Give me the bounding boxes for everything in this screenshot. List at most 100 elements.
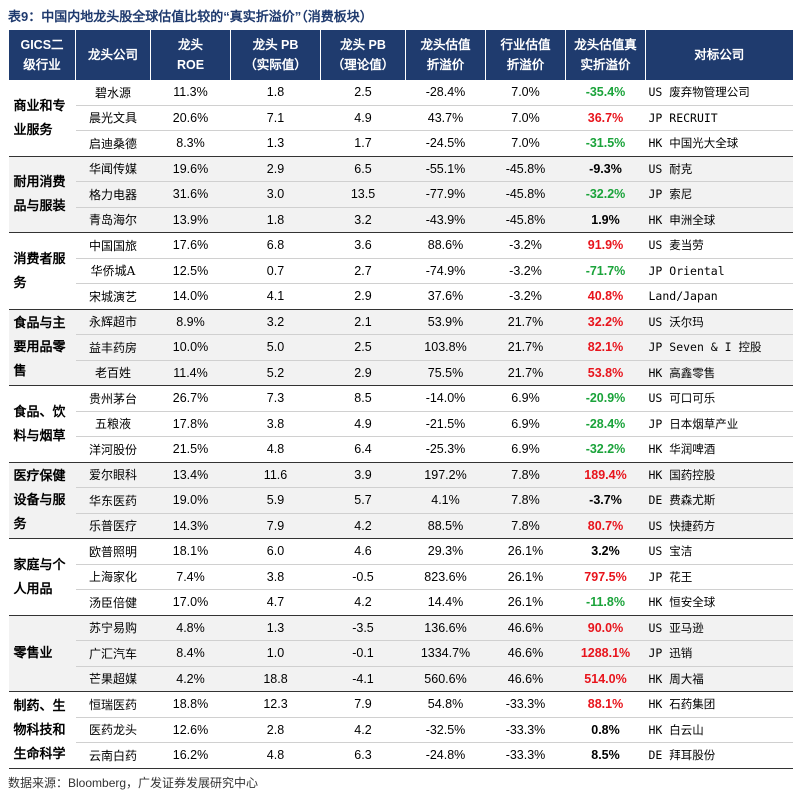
industry-premium-cell: -33.3% (485, 742, 566, 769)
pb-actual-cell: 1.8 (230, 80, 321, 106)
roe-cell: 18.1% (150, 538, 231, 565)
real-premium-cell: 189.4% (565, 462, 646, 488)
real-premium-cell: 90.0% (565, 615, 646, 641)
peer-cell: US 废弃物管理公司 (645, 80, 793, 106)
header-cell: 龙头公司 (75, 30, 151, 80)
header-text: 实折溢价 (580, 58, 631, 72)
premium-cell: -14.0% (405, 385, 486, 412)
pb-actual-cell: 0.7 (230, 258, 321, 284)
real-premium-cell: 0.8% (565, 717, 646, 743)
table-row: 医药龙头 12.6% 2.8 4.2 -32.5% -33.3% 0.8% HK 白云山 (9, 717, 793, 743)
table-row: 消费者服务 中国国旅 17.6% 6.8 3.6 88.6% -3.2% 91.9% US 麦当… (8, 232, 793, 310)
roe-cell: 18.8% (150, 691, 231, 718)
pb-theory-cell: 6.3 (320, 742, 406, 769)
pb-theory-cell: 5.7 (320, 487, 406, 514)
table-row: 医疗保健设备与服务 爱尔眼科 13.4% 11.6 3.9 197.2% 7.8% 189.4… (8, 462, 793, 539)
industry-premium-cell: 46.6% (485, 615, 566, 641)
peer-cell: US 可口可乐 (645, 385, 793, 412)
pb-theory-cell: -0.5 (320, 564, 406, 590)
company-cell: 贵州茅台 (75, 385, 151, 412)
pb-actual-cell: 7.9 (230, 513, 321, 539)
real-premium-cell: -3.7% (565, 487, 646, 514)
company-cell: 乐普医疗 (75, 513, 151, 539)
real-premium-cell: 797.5% (565, 564, 646, 590)
premium-cell: 103.8% (405, 334, 486, 361)
industry-cell: 制药、生物科技和生命科学 (8, 691, 76, 769)
table-title: 表9：中国内地龙头股全球估值比较的“真实折溢价”（消费板块） (8, 9, 373, 24)
roe-cell: 8.4% (150, 640, 231, 667)
pb-actual-cell: 3.2 (230, 309, 321, 335)
pb-theory-cell: 4.6 (320, 538, 406, 565)
table-row: 洋河股份 21.5% 4.8 6.4 -25.3% 6.9% -32.2% HK 华润啤酒 (9, 436, 793, 463)
pb-theory-cell: 2.7 (320, 258, 406, 284)
peer-cell: HK 石药集团 (645, 691, 793, 718)
header-text: 龙头 (177, 38, 203, 52)
industry-premium-cell: 21.7% (485, 334, 566, 361)
table-body: 商业和专业服务 碧水源 11.3% 1.8 2.5 -28.4% 7.0% -35.4% US … (8, 80, 793, 769)
pb-actual-cell: 4.7 (230, 589, 321, 616)
real-premium-cell: 80.7% (565, 513, 646, 539)
peer-cell: Land/Japan (645, 283, 793, 310)
real-premium-cell: 514.0% (565, 666, 646, 692)
premium-cell: 823.6% (405, 564, 486, 590)
industry-premium-cell: -3.2% (485, 283, 566, 310)
header-text: 对标公司 (694, 48, 745, 62)
roe-cell: 8.9% (150, 309, 231, 335)
pb-theory-cell: 4.2 (320, 717, 406, 743)
real-premium-cell: -71.7% (565, 258, 646, 284)
premium-cell: -55.1% (405, 156, 486, 182)
company-cell: 华闻传媒 (75, 156, 151, 182)
premium-cell: 197.2% (405, 462, 486, 488)
roe-cell: 17.8% (150, 411, 231, 437)
peer-cell: HK 恒安全球 (645, 589, 793, 616)
peer-cell: DE 费森尤斯 (645, 487, 793, 514)
header-text: （实际值） (244, 58, 307, 72)
table-row: 耐用消费品与服装 华闻传媒 19.6% 2.9 6.5 -55.1% -45.8% -9.3%… (8, 156, 793, 233)
peer-cell: JP Seven & I 控股 (645, 334, 793, 361)
table-row: 汤臣倍健 17.0% 4.7 4.2 14.4% 26.1% -11.8% HK 恒安全球 (9, 589, 793, 616)
header-row: GICS二 级行业 龙头公司 龙头 ROE 龙头 PB （实际值） 龙头 PB （理论值） 龙头估… (8, 30, 793, 80)
pb-actual-cell: 7.3 (230, 385, 321, 412)
real-premium-cell: 32.2% (565, 309, 646, 335)
real-premium-cell: -9.3% (565, 156, 646, 182)
pb-actual-cell: 5.9 (230, 487, 321, 514)
company-cell: 晨光文具 (75, 105, 151, 131)
premium-cell: 4.1% (405, 487, 486, 514)
premium-cell: -32.5% (405, 717, 486, 743)
pb-theory-cell: 2.5 (320, 334, 406, 361)
premium-cell: -25.3% (405, 436, 486, 463)
industry-premium-cell: -33.3% (485, 691, 566, 718)
real-premium-cell: 1.9% (565, 207, 646, 233)
industry-premium-cell: -3.2% (485, 232, 566, 259)
industry-premium-cell: 6.9% (485, 411, 566, 437)
industry-premium-cell: 7.8% (485, 513, 566, 539)
header-text: 龙头 PB (340, 38, 386, 52)
company-cell: 五粮液 (75, 411, 151, 437)
pb-actual-cell: 2.8 (230, 717, 321, 743)
industry-premium-cell: -33.3% (485, 717, 566, 743)
pb-actual-cell: 1.8 (230, 207, 321, 233)
industry-cell: 家庭与个人用品 (8, 538, 76, 616)
table-row: 老百姓 11.4% 5.2 2.9 75.5% 21.7% 53.8% HK 高鑫零售 (9, 360, 793, 386)
industry-premium-cell: 21.7% (485, 309, 566, 335)
peer-cell: US 亚马逊 (645, 615, 793, 641)
table-row: 食品、饮料与烟草 贵州茅台 26.7% 7.3 8.5 -14.0% 6.9% -20.9% U… (8, 385, 793, 463)
pb-theory-cell: 3.6 (320, 232, 406, 259)
company-cell: 宋城演艺 (75, 283, 151, 310)
roe-cell: 4.2% (150, 666, 231, 692)
company-cell: 爱尔眼科 (75, 462, 151, 488)
peer-cell: JP 日本烟草产业 (645, 411, 793, 437)
peer-cell: DE 拜耳股份 (645, 742, 793, 769)
pb-actual-cell: 3.8 (230, 564, 321, 590)
pb-actual-cell: 3.0 (230, 181, 321, 208)
roe-cell: 14.0% (150, 283, 231, 310)
table-row: 青岛海尔 13.9% 1.8 3.2 -43.9% -45.8% 1.9% HK 申洲全球 (9, 207, 793, 233)
header-text: （理论值） (331, 58, 395, 72)
valuation-table: GICS二 级行业 龙头公司 龙头 ROE 龙头 PB （实际值） 龙头 PB （理论值） 龙头估… (8, 30, 793, 769)
source-note: 数据来源：Bloomberg，广发证券发展研究中心 (8, 776, 259, 790)
pb-actual-cell: 5.2 (230, 360, 321, 386)
pb-theory-cell: 2.9 (320, 283, 406, 310)
roe-cell: 21.5% (150, 436, 231, 463)
real-premium-cell: -35.4% (565, 80, 646, 106)
